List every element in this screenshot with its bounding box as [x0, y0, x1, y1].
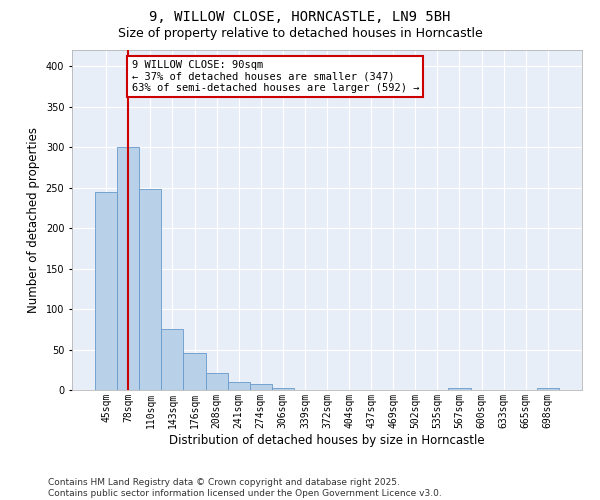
Bar [161, 330, 184, 390]
Bar [184, 353, 206, 390]
Y-axis label: Number of detached properties: Number of detached properties [27, 127, 40, 313]
Bar [272, 388, 294, 390]
Bar [95, 192, 117, 390]
Bar [537, 388, 559, 390]
Bar [250, 384, 272, 390]
Text: Size of property relative to detached houses in Horncastle: Size of property relative to detached ho… [118, 28, 482, 40]
Bar [206, 373, 227, 390]
X-axis label: Distribution of detached houses by size in Horncastle: Distribution of detached houses by size … [169, 434, 485, 446]
Bar [139, 189, 161, 390]
Text: 9 WILLOW CLOSE: 90sqm
← 37% of detached houses are smaller (347)
63% of semi-det: 9 WILLOW CLOSE: 90sqm ← 37% of detached … [131, 60, 419, 93]
Text: Contains HM Land Registry data © Crown copyright and database right 2025.
Contai: Contains HM Land Registry data © Crown c… [48, 478, 442, 498]
Bar [117, 147, 139, 390]
Bar [448, 388, 470, 390]
Text: 9, WILLOW CLOSE, HORNCASTLE, LN9 5BH: 9, WILLOW CLOSE, HORNCASTLE, LN9 5BH [149, 10, 451, 24]
Bar [227, 382, 250, 390]
